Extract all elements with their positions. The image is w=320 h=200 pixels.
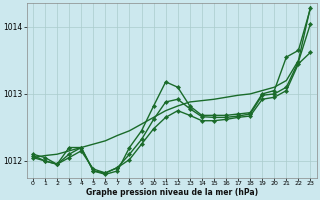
X-axis label: Graphe pression niveau de la mer (hPa): Graphe pression niveau de la mer (hPa) [86,188,258,197]
